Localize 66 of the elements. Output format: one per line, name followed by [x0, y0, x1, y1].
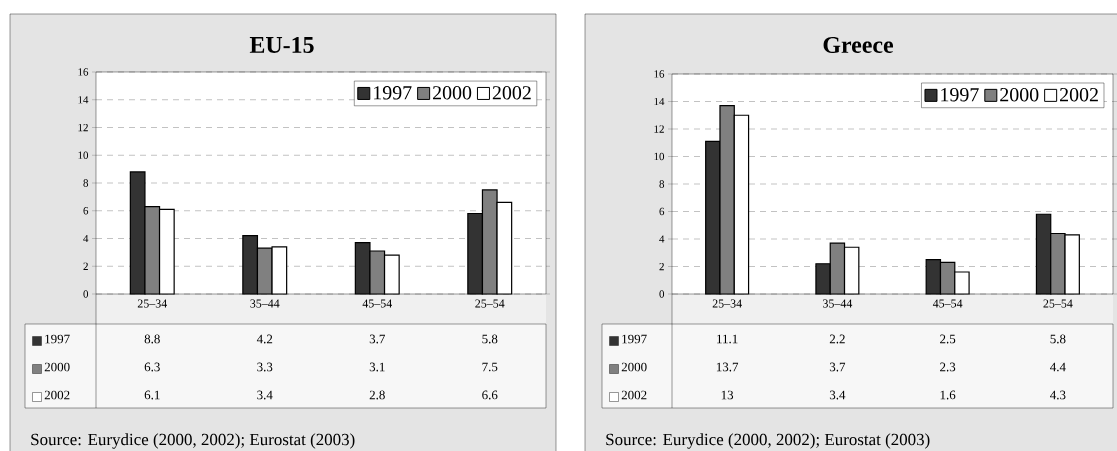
legend-label: 2000	[433, 86, 472, 100]
y-tick-label: 12	[654, 125, 664, 133]
data-label: 13	[721, 390, 734, 400]
data-label: 4.4	[1050, 362, 1066, 372]
data-label: 5.8	[482, 334, 498, 344]
x-tick-label: 35–44	[250, 299, 280, 308]
data-label: 4.3	[1050, 390, 1066, 400]
y-tick-label: 14	[78, 96, 89, 104]
text: 2000	[44, 362, 70, 372]
y-tick-label: 10	[78, 151, 89, 159]
text: 1997	[45, 334, 70, 344]
y-tick-label: 4	[659, 235, 665, 243]
data-label: 6.6	[482, 390, 498, 400]
data-label: 2.5	[940, 334, 956, 344]
x-tick-label: 25–54	[1043, 299, 1073, 308]
data-label: 8.8	[144, 334, 160, 344]
data-label: 3.4	[257, 390, 273, 400]
chart-title: Greece	[823, 36, 894, 54]
y-tick-label: 0	[83, 290, 89, 298]
legend-label: 2002	[492, 86, 531, 100]
legend-label: 1997	[941, 88, 979, 102]
y-tick-label: 8	[659, 180, 665, 188]
legend-label: 2002	[1060, 87, 1098, 102]
y-tick-label: 4	[83, 234, 89, 243]
x-tick-label: 25–34	[137, 299, 168, 308]
data-label: 3.1	[369, 362, 385, 372]
text: 2002	[621, 390, 647, 400]
y-tick-label: 2	[659, 262, 664, 271]
data-label: 6.1	[144, 390, 160, 400]
x-tick-label: 45–54	[932, 299, 963, 308]
y-tick-label: 8	[83, 179, 89, 187]
data-label: 13.7	[716, 362, 739, 372]
data-label: 2.3	[940, 362, 956, 372]
data-label: 4.2	[256, 334, 273, 344]
y-tick-label: 12	[78, 123, 88, 132]
x-tick-label: 25–34	[712, 299, 742, 308]
data-label: 2.8	[369, 390, 385, 400]
data-label: 3.7	[369, 334, 385, 344]
text: 2000	[621, 362, 647, 372]
x-tick-label: 25–54	[475, 299, 505, 308]
x-tick-label: 35–44	[823, 299, 853, 308]
chart-title: EU-15	[249, 36, 314, 54]
data-label: 5.8	[1050, 334, 1066, 344]
data-label: 7.5	[482, 362, 498, 372]
text: 2002	[44, 390, 70, 400]
y-tick-label: 2	[83, 262, 88, 270]
source-note: Source: Eurydice (2000, 2002); Eurostat (2003)	[606, 433, 930, 449]
text: 1997	[622, 334, 647, 344]
data-label: 3.7	[829, 362, 846, 372]
data-label: 2.2	[829, 334, 845, 344]
data-label: 3.3	[257, 362, 273, 372]
x-tick-label: 45–54	[362, 299, 393, 308]
y-tick-label: 14	[654, 97, 665, 106]
data-label: 11.1	[717, 334, 738, 344]
data-label: 3.4	[829, 390, 846, 400]
y-tick-label: 10	[654, 152, 665, 161]
y-tick-label: 6	[83, 207, 89, 215]
y-tick-label: 6	[659, 207, 665, 216]
legend-label: 2000	[1000, 87, 1039, 102]
legend-label: 1997	[374, 86, 412, 100]
data-label: 6.3	[144, 362, 160, 372]
y-tick-label: 0	[659, 290, 665, 298]
source-note: Source: Eurydice (2000, 2002); Eurostat (2003)	[31, 433, 355, 449]
y-tick-label: 16	[654, 70, 665, 78]
y-tick-label: 16	[78, 68, 89, 76]
data-label: 1.6	[940, 390, 956, 400]
